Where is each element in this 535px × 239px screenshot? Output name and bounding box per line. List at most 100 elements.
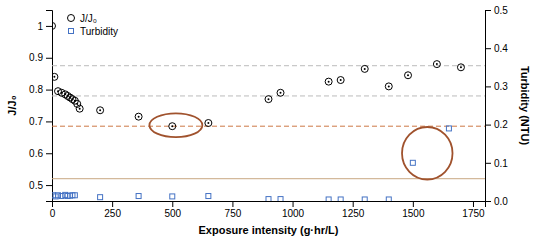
tick-label: 0.0 bbox=[494, 196, 508, 207]
series bbox=[52, 22, 464, 129]
y-axis-title: J/J₀ bbox=[6, 95, 18, 115]
point-center bbox=[76, 103, 78, 105]
tick-label: 0 bbox=[50, 208, 56, 219]
point bbox=[338, 197, 343, 201]
tick: 0.9 bbox=[29, 52, 52, 63]
ellipse bbox=[402, 127, 453, 180]
reference-line bbox=[52, 65, 485, 66]
point-center bbox=[460, 66, 462, 68]
tick-label: 0.1 bbox=[494, 158, 508, 169]
point-center bbox=[52, 25, 53, 27]
point-center bbox=[328, 81, 330, 83]
tick-label: 500 bbox=[164, 208, 181, 219]
tick-mark bbox=[46, 153, 52, 154]
series bbox=[52, 126, 451, 201]
tick: 1500 bbox=[402, 201, 425, 219]
point bbox=[206, 194, 211, 199]
point-center bbox=[436, 63, 438, 65]
tick-label: 0.7 bbox=[29, 116, 43, 127]
tick: 1 bbox=[37, 21, 52, 32]
tick-label: 1250 bbox=[342, 208, 365, 219]
tick-mark bbox=[46, 58, 52, 59]
legend-label: Turbidity bbox=[80, 26, 118, 37]
tick-mark bbox=[46, 90, 52, 91]
tick-label: 1000 bbox=[282, 208, 305, 219]
tick: 1250 bbox=[342, 201, 365, 219]
tick-label: 750 bbox=[225, 208, 242, 219]
point-center bbox=[207, 122, 209, 124]
point bbox=[265, 96, 272, 103]
point bbox=[97, 107, 104, 114]
tick-mark bbox=[485, 201, 491, 202]
point bbox=[361, 65, 368, 72]
tick: 1750 bbox=[462, 201, 485, 219]
axis-line bbox=[46, 11, 53, 202]
tick-mark bbox=[46, 185, 52, 186]
y2-axis: 0.00.10.20.30.40.5 bbox=[485, 5, 508, 207]
point-center bbox=[280, 92, 282, 94]
point bbox=[457, 64, 464, 71]
tick-mark bbox=[485, 163, 491, 164]
tick-mark bbox=[353, 201, 354, 207]
point bbox=[446, 126, 451, 131]
tick-label: 1750 bbox=[462, 208, 485, 219]
tick-mark bbox=[473, 201, 474, 207]
y-axis: 0.5 0.6 0.7 0.8 0.9 1 bbox=[29, 11, 52, 202]
tick: 0.8 bbox=[29, 84, 52, 95]
point bbox=[136, 194, 141, 199]
point-center bbox=[340, 79, 342, 81]
point bbox=[325, 78, 332, 85]
point bbox=[405, 72, 412, 79]
tick-mark bbox=[485, 48, 491, 49]
point bbox=[386, 197, 391, 201]
axis-line bbox=[53, 202, 486, 208]
point-center bbox=[138, 116, 140, 118]
tick: 0.6 bbox=[29, 148, 52, 159]
tick: 250 bbox=[104, 201, 121, 219]
point bbox=[135, 113, 142, 120]
point bbox=[98, 195, 103, 200]
marks bbox=[52, 22, 485, 201]
y2-axis-title: Turbidity (NTU) bbox=[519, 66, 531, 146]
point-center bbox=[99, 109, 101, 111]
x-axis-title: Exposure intensity (g·hr/L) bbox=[199, 224, 339, 236]
axis-line bbox=[486, 11, 492, 202]
tick-label: 1 bbox=[37, 21, 43, 32]
tick-label: 0.4 bbox=[494, 43, 508, 54]
point bbox=[205, 120, 212, 127]
legend-symbol bbox=[69, 29, 74, 34]
point bbox=[170, 194, 175, 199]
tick-mark bbox=[112, 201, 113, 207]
tick: 0 bbox=[50, 201, 56, 219]
chart: 025050075010001250150017500.50.60.70.80.… bbox=[0, 0, 535, 239]
tick-label: 0.3 bbox=[494, 81, 508, 92]
legend: J/J₀ Turbidity bbox=[68, 13, 118, 37]
point bbox=[169, 123, 176, 130]
tick: 750 bbox=[225, 201, 242, 219]
legend-label: J/J₀ bbox=[80, 13, 97, 24]
point bbox=[278, 197, 283, 201]
point bbox=[433, 61, 440, 68]
tick-label: 0.8 bbox=[29, 84, 43, 95]
tick: 0.5 bbox=[485, 5, 508, 16]
tick: 0.0 bbox=[485, 196, 508, 207]
point bbox=[76, 105, 83, 112]
tick-label: 0.6 bbox=[29, 148, 43, 159]
tick-mark bbox=[485, 125, 491, 126]
plot: 025050075010001250150017500.50.60.70.80.… bbox=[6, 5, 531, 236]
tick-mark bbox=[172, 201, 173, 207]
tick-mark bbox=[46, 121, 52, 122]
point bbox=[326, 197, 331, 201]
point-center bbox=[79, 108, 81, 110]
tick: 0.5 bbox=[29, 180, 52, 191]
tick: 1000 bbox=[282, 201, 305, 219]
tick: 0.7 bbox=[29, 116, 52, 127]
tick-label: 1500 bbox=[402, 208, 425, 219]
tick-mark bbox=[46, 26, 52, 27]
tick-mark bbox=[413, 201, 414, 207]
tick-label: 250 bbox=[104, 208, 121, 219]
tick-label: 0.9 bbox=[29, 52, 43, 63]
legend-symbol bbox=[68, 15, 75, 22]
point bbox=[52, 22, 56, 29]
tick-label: 0.5 bbox=[494, 5, 508, 16]
